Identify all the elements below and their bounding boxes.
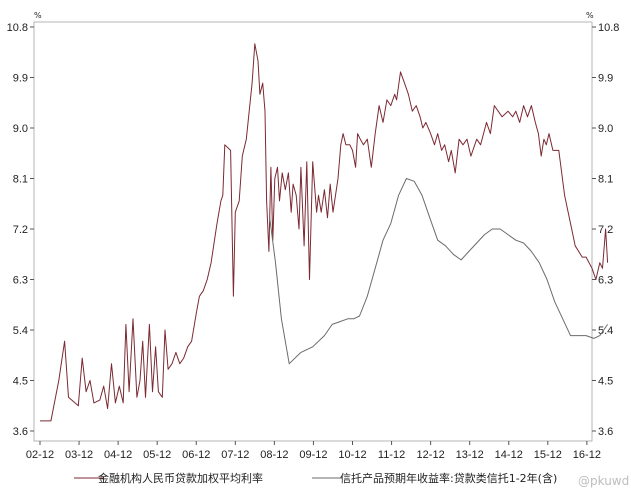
y-tick-right-label: 9.9 [598, 73, 613, 85]
x-tick-label: 02-12 [26, 449, 54, 461]
y-tick-right-label: 6.3 [598, 275, 613, 287]
x-tick-label: 15-12 [534, 449, 562, 461]
x-tick-label: 06-12 [182, 449, 210, 461]
y-tick-left-label: 4.5 [13, 376, 28, 388]
y-tick-right-label: 9.0 [598, 123, 613, 135]
watermark: @pkuwd [578, 474, 629, 488]
y-tick-right-label: 8.1 [598, 174, 613, 186]
x-tick-label: 08-12 [260, 449, 288, 461]
series-lines [40, 43, 609, 422]
y-unit-right: % [586, 11, 594, 20]
y-tick-left-label: 6.3 [13, 275, 28, 287]
x-tick-label: 10-12 [338, 449, 366, 461]
y-tick-left-label: 9.0 [13, 123, 28, 135]
x-tick-label: 03-12 [65, 449, 93, 461]
x-tick-label: 14-12 [495, 449, 523, 461]
y-tick-left-label: 7.2 [13, 224, 28, 236]
x-axis: 02-12 03-12 04-12 05-12 06-12 07-12 08-12 09-12… [26, 441, 601, 461]
y-axis-left: 10.8 9.9 9.0 8.1 7.2 6.3 5.4 4.5 3.6 [7, 22, 34, 438]
y-tick-left-label: 3.6 [13, 426, 28, 438]
x-tick-label: 04-12 [104, 449, 132, 461]
x-tick-label: 13-12 [456, 449, 484, 461]
legend-label-loan-rate: 金融机构人民币贷款加权平均利率 [98, 471, 263, 485]
plot-area [33, 21, 593, 442]
x-tick-label: 09-12 [299, 449, 327, 461]
legend-label-trust-yield: 信托产品预期年收益率:贷款类信托1-2年(含) [340, 471, 557, 485]
y-tick-right-label: 3.6 [598, 426, 613, 438]
y-tick-left-label: 8.1 [13, 174, 28, 186]
x-tick-label: 11-12 [378, 449, 405, 461]
y-tick-right-label: 5.4 [598, 325, 613, 337]
y-tick-right-label: 10.8 [598, 22, 619, 34]
series-line-1 [269, 178, 609, 365]
y-tick-left-label: 5.4 [13, 325, 28, 337]
y-axis-right: 10.89.99.08.17.26.35.44.53.6 [592, 22, 619, 438]
series-line-0 [40, 43, 609, 422]
y-tick-left-label: 10.8 [7, 22, 28, 34]
y-tick-left-label: 9.9 [13, 73, 28, 85]
x-tick-label: 12-12 [417, 449, 445, 461]
y-tick-right-label: 4.5 [598, 376, 613, 388]
x-tick-label: 16-12 [573, 449, 601, 461]
x-tick-label: 07-12 [221, 449, 249, 461]
x-tick-label: 05-12 [143, 449, 171, 461]
y-unit-left: % [34, 11, 42, 20]
